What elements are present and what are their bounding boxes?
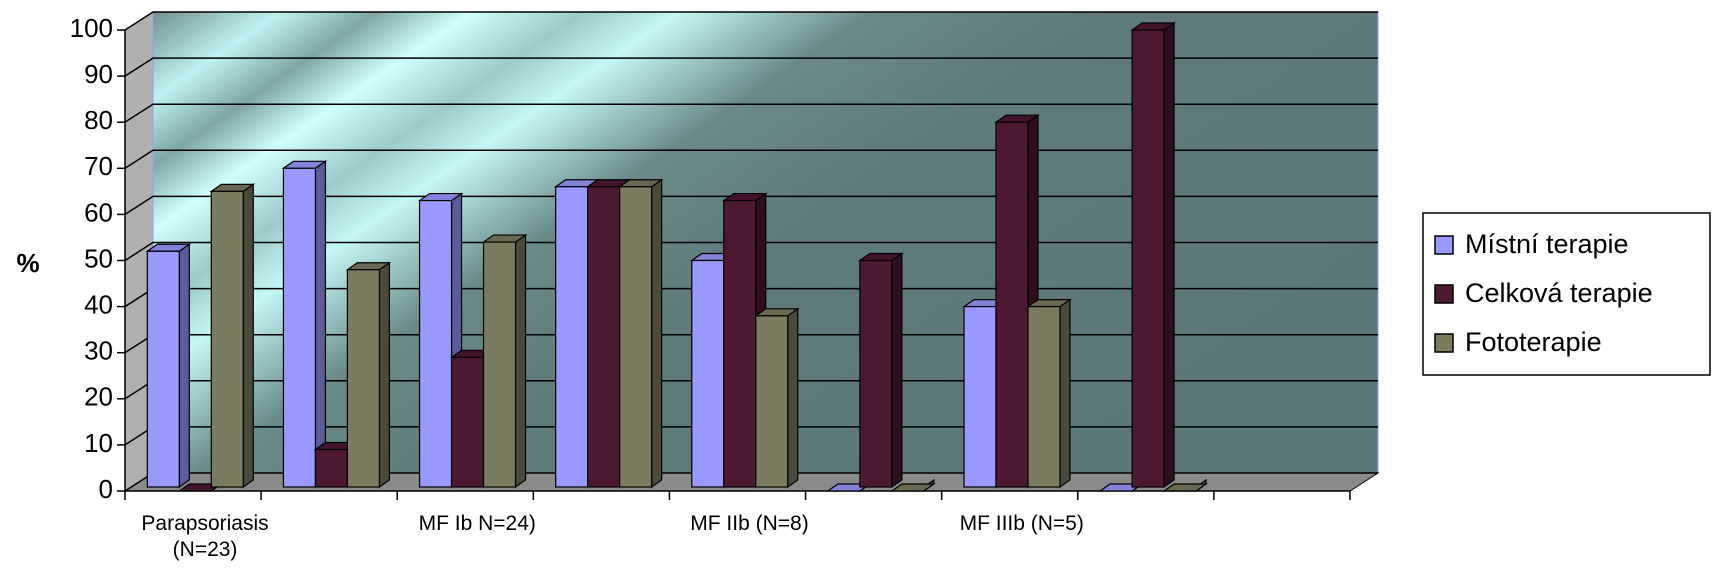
bar-front xyxy=(314,448,349,488)
bar-side xyxy=(242,183,254,489)
bar-side xyxy=(787,307,799,489)
grid-line xyxy=(124,241,1378,262)
bar-front xyxy=(482,241,517,488)
bar xyxy=(481,233,528,489)
bar-top xyxy=(1162,483,1208,492)
bar-side xyxy=(891,252,903,489)
bar xyxy=(281,160,328,489)
bar-side xyxy=(314,160,327,489)
bar-side xyxy=(1163,21,1175,489)
grid-line xyxy=(124,103,1378,123)
y-tick-label: 80 xyxy=(84,105,113,135)
bar-front xyxy=(963,306,997,488)
bar-side xyxy=(651,178,663,489)
bar xyxy=(345,261,392,489)
bar-front xyxy=(555,186,589,488)
grid-line xyxy=(124,11,1378,31)
bar xyxy=(145,243,192,489)
bar-front xyxy=(755,315,789,488)
bar-side xyxy=(178,243,190,489)
bar-front xyxy=(418,199,453,488)
bar xyxy=(753,307,800,489)
x-tick-label: Parapsoriasis (N=23) xyxy=(141,512,269,561)
x-tick-label: MF IIb (N=8) xyxy=(690,512,809,535)
bar-front xyxy=(995,121,1029,488)
bar-front xyxy=(691,259,725,488)
x-tick-label: MF Ib N=24) xyxy=(418,512,536,535)
grid-line xyxy=(124,149,1378,169)
y-tick-label: 60 xyxy=(84,197,113,227)
legend-box xyxy=(1422,212,1711,376)
bar-front xyxy=(1027,306,1061,488)
bar-front xyxy=(619,186,653,488)
bar xyxy=(617,178,664,489)
bar xyxy=(889,478,936,493)
grid-line xyxy=(124,57,1378,77)
legend-swatch xyxy=(1434,235,1454,255)
bar-side xyxy=(1059,298,1071,489)
bar xyxy=(994,114,1040,489)
bar-front xyxy=(1131,29,1165,488)
y-tick-label: 50 xyxy=(84,243,113,273)
bar-front xyxy=(587,186,621,488)
y-tick-label: 30 xyxy=(84,336,113,366)
bar-front xyxy=(723,199,757,488)
bar xyxy=(1130,21,1176,489)
bar xyxy=(857,252,904,489)
legend-swatch xyxy=(1434,284,1454,304)
bar xyxy=(1026,298,1072,489)
bar-side xyxy=(378,261,391,489)
y-tick-label: 70 xyxy=(84,151,113,181)
legend-label: Celková terapie xyxy=(1465,278,1653,308)
x-tick-label: MF IIIb (N=5) xyxy=(959,512,1084,535)
bar-front xyxy=(450,356,485,488)
y-tick-label: 10 xyxy=(84,428,113,458)
bar-top xyxy=(889,483,936,492)
grid-line xyxy=(124,195,1378,216)
bar-front xyxy=(346,269,381,488)
legend-label: Fototerapie xyxy=(1465,327,1602,357)
bar-front xyxy=(210,190,244,488)
legend-label: Místní terapie xyxy=(1465,229,1629,259)
bar-front xyxy=(146,250,180,488)
y-axis-label: % xyxy=(16,248,39,278)
y-tick-label: 100 xyxy=(70,13,113,43)
bar-side xyxy=(514,233,527,489)
y-tick-label: 20 xyxy=(84,382,113,412)
legend-swatch xyxy=(1434,333,1454,353)
bar-front xyxy=(282,167,317,488)
y-tick-label: 40 xyxy=(84,289,113,319)
y-tick-label: 0 xyxy=(99,474,113,504)
bar xyxy=(1162,478,1208,493)
bar xyxy=(209,183,256,489)
y-tick-label: 90 xyxy=(84,59,113,89)
bar-front xyxy=(859,259,893,488)
